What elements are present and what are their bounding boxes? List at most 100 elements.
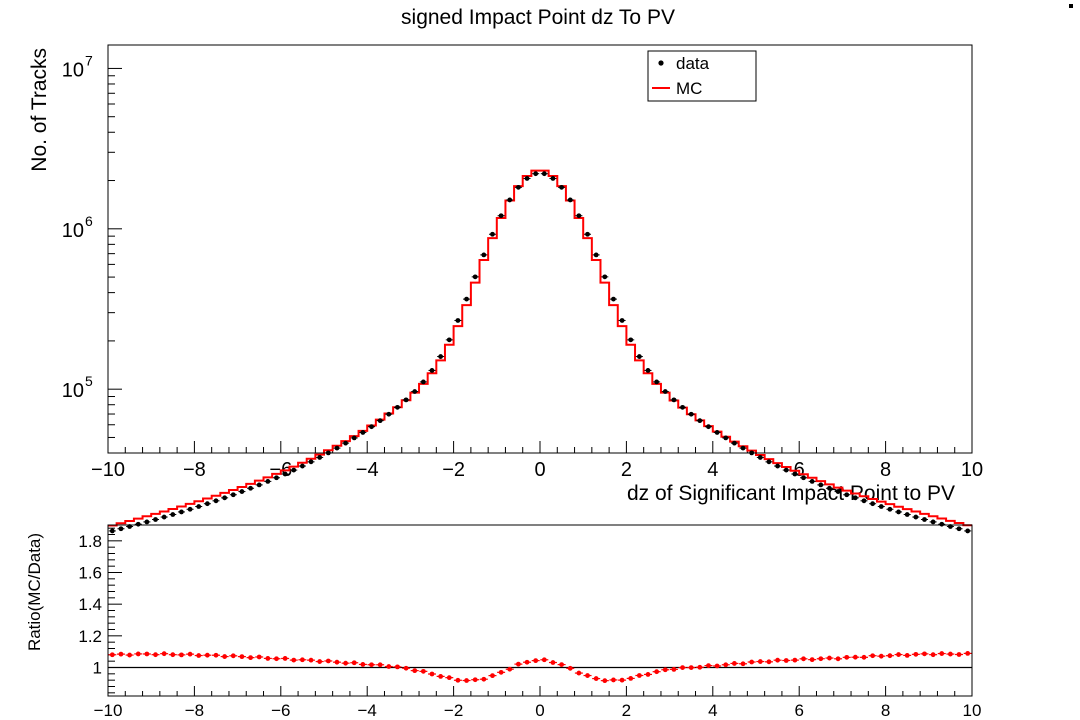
ratio-point	[161, 651, 167, 657]
ratio-markers	[108, 651, 972, 684]
ratio-point	[706, 663, 711, 669]
ratio-point	[291, 657, 297, 663]
ratio-y-tick-label: 1.4	[78, 595, 102, 614]
chart-title: signed Impact Point dz To PV	[401, 6, 675, 29]
data-point	[896, 509, 901, 515]
legend: data MC	[647, 50, 757, 102]
ratio-point	[913, 651, 919, 657]
ratio-point	[930, 652, 936, 658]
ratio-point	[740, 661, 746, 667]
ratio-point	[317, 659, 323, 664]
ratio-point	[360, 662, 366, 667]
ratio-point	[766, 659, 772, 665]
data-point	[757, 455, 763, 460]
top-plot-frame	[107, 44, 973, 454]
data-point	[835, 489, 841, 494]
data-point	[732, 440, 737, 446]
ratio-point	[118, 651, 124, 657]
data-point	[576, 213, 582, 219]
data-point	[524, 176, 530, 181]
data-point	[628, 337, 634, 343]
ratio-point	[472, 677, 478, 683]
ratio-point	[870, 653, 876, 659]
legend-data-label: data	[676, 54, 710, 73]
data-point	[109, 528, 115, 534]
ratio-point	[429, 671, 435, 677]
data-point	[429, 368, 435, 373]
ratio-point	[714, 663, 720, 669]
ratio-point	[567, 665, 573, 671]
data-point	[291, 467, 297, 473]
ratio-point	[636, 673, 642, 678]
data-point	[507, 197, 513, 203]
ratio-point	[541, 657, 547, 663]
ratio-x-tick-label: 0	[535, 701, 544, 720]
ratio-point	[732, 661, 737, 666]
data-point	[455, 318, 461, 323]
data-point	[965, 528, 971, 534]
ratio-point	[230, 653, 236, 659]
ratio-axis-ticks	[107, 527, 973, 696]
data-point	[351, 435, 357, 441]
data-point	[636, 354, 642, 359]
data-point	[274, 475, 279, 481]
ratio-point	[688, 665, 694, 671]
data-point	[861, 498, 867, 504]
data-point	[222, 495, 228, 501]
data-point	[913, 514, 919, 520]
data-point	[153, 517, 158, 522]
ratio-point	[412, 668, 418, 674]
data-point	[118, 526, 124, 532]
ratio-point	[204, 652, 210, 658]
ratio-point	[334, 659, 340, 665]
ratio-point	[308, 657, 314, 663]
ratio-y-axis-label: Ratio(MC/Data)	[25, 533, 44, 651]
ratio-point	[697, 664, 703, 670]
y-tick-label: 10	[62, 380, 84, 402]
ratio-x-tick-label: 10	[963, 701, 982, 720]
ratio-point	[239, 654, 245, 660]
data-point	[204, 501, 210, 507]
ratio-point	[127, 652, 132, 658]
data-point	[490, 231, 495, 237]
ratio-x-tick-label: 8	[881, 701, 890, 720]
data-point	[472, 274, 478, 280]
ratio-point	[809, 657, 815, 663]
ratio-x-tick-label: 4	[708, 701, 717, 720]
ratio-x-tick-label: 2	[622, 701, 631, 720]
y-tick-exponent: 5	[85, 373, 93, 389]
ratio-x-tick-labels: −10 −8 −6 −4 −2 0 2 4 6 8 10	[94, 701, 982, 720]
ratio-point	[922, 651, 927, 657]
y-axis-label: No. of Tracks	[28, 48, 51, 172]
legend-data-marker	[658, 60, 664, 66]
ratio-point	[498, 669, 504, 675]
ratio-point	[861, 654, 867, 660]
ratio-point	[775, 657, 780, 663]
data-point	[559, 184, 564, 190]
data-point	[775, 463, 780, 469]
data-point	[230, 492, 236, 498]
ratio-point	[135, 651, 141, 657]
ratio-point	[827, 655, 832, 661]
data-markers	[108, 171, 972, 534]
ratio-x-tick-label: −4	[358, 701, 377, 720]
data-point	[438, 354, 444, 359]
ratio-point	[256, 654, 262, 660]
data-point	[481, 252, 487, 258]
ratio-point	[282, 656, 288, 661]
ratio-point	[585, 673, 590, 678]
ratio-x-tick-label: −10	[94, 701, 123, 720]
ratio-point	[965, 651, 971, 656]
x-tick-label: 8	[880, 459, 891, 481]
ratio-point	[455, 677, 461, 683]
data-point	[567, 197, 573, 203]
data-point	[645, 368, 651, 373]
x-tick-label: 0	[534, 459, 545, 481]
data-point	[386, 411, 392, 417]
data-point	[930, 519, 936, 525]
y-tick-label: 10	[62, 220, 84, 242]
ratio-point	[265, 656, 271, 661]
ratio-point	[852, 654, 858, 660]
data-point	[300, 463, 305, 469]
